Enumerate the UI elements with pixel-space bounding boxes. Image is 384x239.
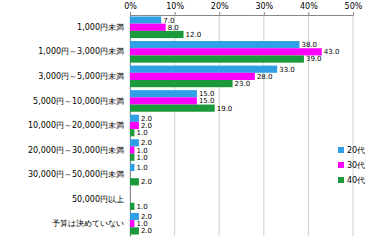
bar [130, 55, 304, 62]
data-label: 8.0 [168, 24, 179, 32]
x-tick-label: 20% [211, 2, 229, 11]
bar [130, 154, 134, 161]
data-label: 28.0 [257, 73, 273, 81]
x-tick-mark [130, 12, 131, 15]
y-tick-label: 1,000円未満 [77, 23, 124, 32]
x-tick-label: 50% [345, 2, 363, 11]
legend-item: 30代 [338, 161, 365, 170]
y-tick: 3,000円～5,000円未満 [38, 72, 130, 81]
bar [130, 139, 139, 146]
data-label: 1.0 [136, 164, 147, 172]
legend-item: 20代 [338, 146, 365, 155]
bar [130, 203, 134, 210]
y-tick-label: 5,000円～10,000円未満 [33, 97, 124, 106]
x-tick: 20% [211, 2, 229, 15]
x-tick-mark [219, 12, 220, 15]
legend-item: 40代 [338, 176, 365, 185]
y-tick: 50,000円以上 [72, 195, 130, 204]
y-tick: 10,000円～20,000円未満 [28, 121, 130, 130]
x-tick-label: 40% [300, 2, 318, 11]
x-tick-mark [264, 12, 265, 15]
y-tick-label: 3,000円～5,000円未満 [38, 72, 124, 81]
data-label: 38.0 [301, 41, 317, 49]
x-axis: 0% 10% 20% 30% 40% 50% [124, 2, 363, 16]
bar [130, 178, 139, 185]
y-axis: 1,000円未満 1,000円～3,000円未満 3,000円～5,000円未満 5,… [28, 16, 130, 237]
bar [130, 129, 134, 136]
x-tick-mark [353, 12, 354, 15]
data-label: 39.0 [306, 55, 322, 63]
legend-label: 30代 [347, 161, 365, 170]
data-label: 33.0 [279, 66, 295, 74]
bar [130, 24, 166, 31]
data-label: 1.0 [136, 203, 147, 211]
bar [130, 73, 255, 80]
x-tick: 10% [166, 2, 184, 15]
x-tick: 40% [300, 2, 318, 15]
bar [130, 66, 277, 73]
legend-swatch [338, 147, 344, 153]
data-label: 1.0 [136, 154, 147, 162]
bar [130, 41, 299, 48]
bar [130, 220, 134, 227]
bar [130, 146, 134, 153]
x-tick-mark [308, 12, 309, 15]
grid [130, 15, 353, 236]
bar [130, 97, 197, 104]
y-tick: 予算は決めていない [52, 219, 130, 228]
y-tick: 30,000円～50,000円未満 [28, 170, 130, 179]
x-tick-label: 0% [124, 2, 137, 11]
bar [130, 105, 215, 112]
data-label: 23.0 [235, 80, 251, 88]
chart: 0% 10% 20% 30% 40% 50% 1,000円未満 1,000円～3,000円未満… [0, 0, 384, 239]
y-tick-label: 30,000円～50,000円未満 [28, 170, 124, 179]
y-tick: 1,000円未満 [77, 23, 130, 32]
data-labels: 7.038.033.015.02.02.01.02.08.043.028.015… [136, 17, 339, 236]
bar [130, 115, 139, 122]
bars [130, 16, 322, 234]
plot: 0% 10% 20% 30% 40% 50% 1,000円未満 1,000円～3,000円未満… [28, 2, 363, 237]
data-label: 43.0 [324, 48, 340, 56]
bar [130, 80, 233, 87]
legend-label: 40代 [347, 176, 365, 185]
x-tick: 50% [345, 2, 363, 15]
bar [130, 31, 184, 38]
data-label: 2.0 [141, 227, 152, 235]
y-tick: 5,000円～10,000円未満 [33, 97, 130, 106]
legend-label: 20代 [347, 146, 365, 155]
data-label: 2.0 [141, 178, 152, 186]
y-tick-label: 50,000円以上 [72, 195, 124, 204]
data-label: 12.0 [186, 31, 202, 39]
bar [130, 164, 134, 171]
legend-swatch [338, 162, 344, 168]
x-tick-mark [175, 12, 176, 15]
y-tick-label: 20,000円～30,000円未満 [28, 146, 124, 155]
y-tick-label: 予算は決めていない [52, 219, 124, 228]
y-tick: 1,000円～3,000円未満 [38, 47, 130, 56]
x-tick-label: 30% [255, 2, 273, 11]
legend-swatch [338, 177, 344, 183]
y-tick-label: 10,000円～20,000円未満 [28, 121, 124, 130]
data-label: 15.0 [199, 97, 215, 105]
legend: 20代 30代 40代 [338, 146, 365, 185]
bar [130, 213, 139, 220]
grid-line [353, 15, 354, 236]
x-axis-line [131, 12, 354, 16]
x-tick: 30% [255, 2, 273, 15]
bar [130, 16, 161, 23]
data-label: 1.0 [136, 129, 147, 137]
x-tick: 0% [124, 2, 137, 15]
bar [130, 48, 322, 55]
x-tick-label: 10% [166, 2, 184, 11]
y-tick: 20,000円～30,000円未満 [28, 146, 130, 155]
y-tick-label: 1,000円～3,000円未満 [38, 47, 124, 56]
data-label: 19.0 [217, 105, 233, 113]
bar [130, 122, 139, 129]
bar [130, 227, 139, 234]
bar [130, 90, 197, 97]
